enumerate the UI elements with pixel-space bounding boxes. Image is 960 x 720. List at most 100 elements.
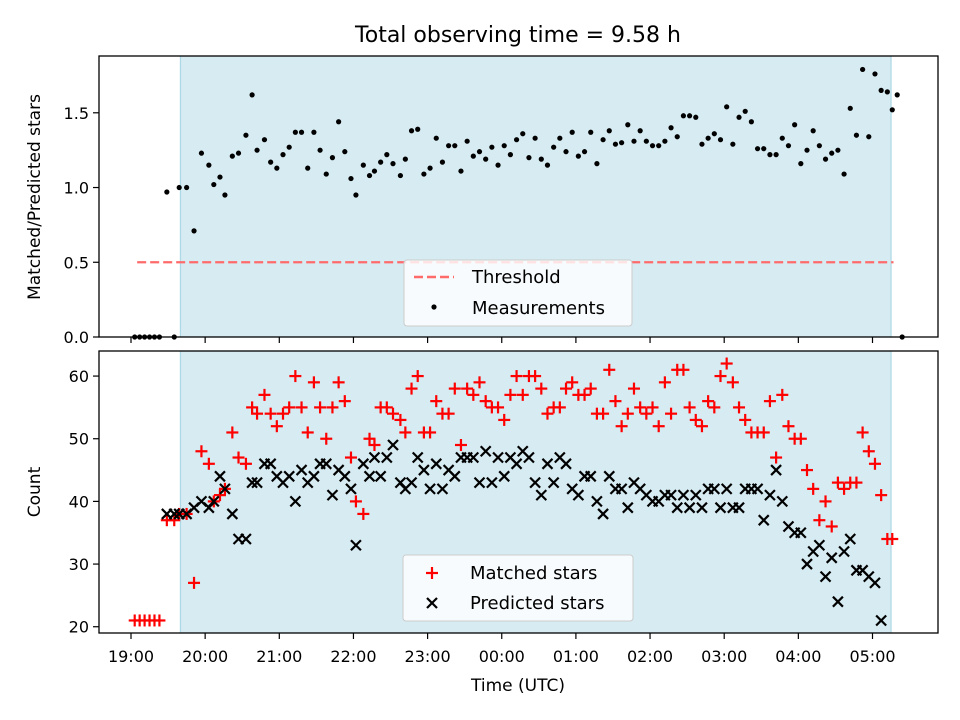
predicted-point — [219, 483, 231, 495]
predicted-point — [492, 451, 504, 464]
measurement-point — [563, 149, 569, 155]
predicted-point — [246, 476, 258, 489]
predicted-point — [813, 539, 826, 552]
predicted-point — [677, 489, 690, 501]
measurement-point — [446, 143, 452, 149]
predicted-point — [547, 476, 560, 489]
matched-point — [813, 514, 826, 527]
measurement-point — [680, 113, 687, 119]
measurement-point — [773, 152, 779, 158]
matched-point — [195, 445, 208, 458]
predicted-point — [584, 470, 597, 483]
measurement-point — [378, 159, 384, 165]
measurement-point — [211, 181, 217, 188]
matched-point — [344, 451, 357, 464]
predicted-point — [535, 489, 548, 501]
matched-point — [566, 376, 579, 389]
predicted-point — [838, 545, 850, 558]
x-tick-label: 21:00 — [256, 647, 302, 666]
matched-point — [424, 426, 437, 439]
matched-point — [634, 401, 647, 414]
measurement-point — [785, 143, 792, 149]
predicted-point — [689, 489, 702, 501]
predicted-point — [665, 489, 677, 501]
predicted-point — [339, 470, 351, 483]
matched-point — [270, 420, 283, 433]
ratio-panel: 0.0 0.5 1.0 1.5 Matched/Predicted stars Thr… — [25, 55, 939, 347]
measurement-point — [625, 122, 631, 128]
matched-point — [326, 401, 339, 414]
predicted-point — [832, 595, 844, 608]
measurement-point — [637, 128, 643, 134]
legend-predicted-swatch — [426, 597, 438, 609]
matched-point — [665, 407, 678, 420]
matched-point — [609, 395, 622, 408]
matched-point — [510, 370, 523, 383]
predicted-point — [696, 501, 708, 514]
matched-point — [168, 514, 181, 527]
matched-point — [232, 451, 245, 464]
predicted-point — [615, 483, 628, 495]
measurement-point — [717, 137, 724, 143]
measurement-point — [841, 171, 847, 177]
x-tick-label: 02:00 — [627, 647, 673, 666]
measurement-point — [526, 155, 532, 161]
matched-point — [770, 451, 783, 464]
measurement-point — [668, 125, 674, 131]
measurement-point — [452, 143, 458, 149]
predicted-point — [875, 614, 887, 627]
matched-point — [386, 407, 399, 420]
measurement-point — [507, 152, 514, 158]
matched-point — [615, 420, 628, 433]
predicted-point — [776, 495, 789, 508]
measurement-point — [649, 143, 656, 149]
predicted-point — [350, 539, 362, 552]
measurement-point — [544, 162, 551, 168]
matched-point — [689, 413, 702, 426]
measurement-point — [866, 134, 872, 140]
predicted-point — [720, 483, 733, 495]
matched-point — [726, 376, 739, 389]
measurement-point — [804, 147, 810, 153]
measurement-point — [298, 129, 305, 135]
x-tick-label: 20:00 — [182, 647, 228, 666]
measurement-point — [286, 144, 292, 150]
matched-point — [246, 401, 259, 414]
predicted-point — [764, 489, 776, 501]
matched-point — [819, 495, 832, 508]
measurement-point — [292, 129, 298, 135]
measurement-point — [439, 159, 446, 165]
predicted-point — [289, 495, 302, 508]
matched-point — [733, 401, 746, 414]
matched-point — [584, 382, 597, 395]
measurement-point — [754, 146, 761, 152]
y-tick-label: 0.0 — [64, 328, 89, 347]
matched-point — [553, 401, 566, 414]
y-tick-label: 1.5 — [64, 104, 89, 123]
measurement-point — [254, 147, 260, 153]
measurement-point — [366, 172, 373, 179]
matched-point — [535, 382, 548, 395]
matched-point — [757, 426, 770, 439]
measurement-point — [427, 165, 433, 171]
matched-point — [856, 426, 869, 439]
measurement-point — [501, 143, 507, 149]
matched-point — [652, 420, 665, 433]
predicted-point — [326, 489, 339, 501]
predicted-point — [320, 458, 333, 470]
matched-point — [739, 413, 752, 426]
x-axis-label: Time (UTC) — [470, 676, 565, 696]
matched-point — [776, 388, 789, 401]
measurement-point — [229, 153, 235, 159]
measurement-point — [305, 165, 311, 171]
matched-point — [314, 401, 327, 414]
predicted-point — [597, 508, 609, 520]
matched-point — [289, 370, 302, 383]
matched-point — [801, 464, 814, 477]
measurement-point — [532, 135, 538, 141]
matched-point — [283, 401, 296, 414]
measurement-point — [656, 143, 662, 149]
chart-title: Total observing time = 9.58 h — [354, 23, 681, 48]
count-marks — [128, 351, 899, 633]
